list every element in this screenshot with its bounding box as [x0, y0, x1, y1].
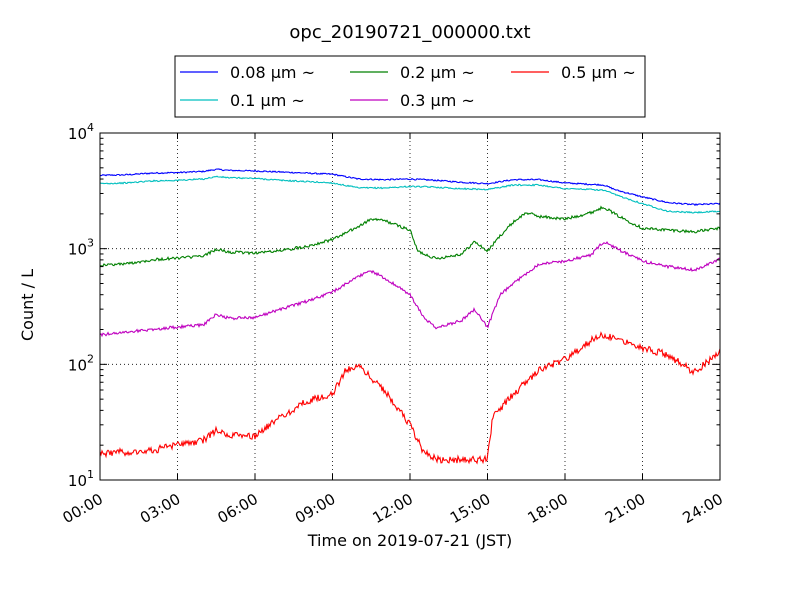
y-tick-label: 104	[68, 121, 94, 143]
y-tick-exponent: 3	[87, 237, 94, 250]
legend-label: 0.1 μm ~	[230, 91, 305, 110]
series-line-1	[99, 175, 721, 214]
legend-box	[174, 55, 646, 118]
x-tick-label: 12:00	[370, 490, 416, 527]
series-lines	[99, 168, 721, 465]
y-tick-base: 10	[68, 125, 87, 143]
x-tick-label: 18:00	[525, 490, 571, 527]
y-axis-label: Count / L	[18, 269, 37, 341]
x-tick-label: 24:00	[680, 490, 726, 527]
y-tick-exponent: 2	[87, 352, 94, 365]
y-tick-label: 102	[68, 352, 94, 374]
legend-label: 0.08 μm ~	[230, 63, 315, 82]
y-tick-exponent: 1	[87, 468, 94, 481]
series-line-2	[99, 205, 721, 267]
x-tick-label: 21:00	[602, 490, 648, 527]
legend-label: 0.3 μm ~	[400, 91, 475, 110]
legend-entries: 0.08 μm ~ 0.1 μm ~ 0.2 μm ~ 0.3 μm ~ 0.5 μm …	[180, 63, 636, 110]
series-line-4	[99, 331, 721, 465]
series-line-0	[99, 168, 721, 207]
x-tick-label: 09:00	[292, 490, 338, 527]
y-tick-base: 10	[68, 356, 87, 374]
y-tick-label: 101	[68, 468, 94, 490]
x-tick-label: 00:00	[60, 490, 106, 527]
x-tick-label: 15:00	[447, 490, 493, 527]
legend-label: 0.2 μm ~	[400, 63, 475, 82]
y-tick-base: 10	[68, 472, 87, 490]
ticks	[99, 132, 721, 481]
x-tick-labels: 00:00 03:00 06:00 09:00 12:00 15:00 18:00 21:00…	[60, 490, 726, 527]
y-tick-exponent: 4	[87, 121, 94, 134]
x-tick-label: 03:00	[137, 490, 183, 527]
x-tick-label: 06:00	[215, 490, 261, 527]
legend: 0.08 μm ~ 0.1 μm ~ 0.2 μm ~ 0.3 μm ~ 0.5 μm …	[174, 55, 646, 118]
chart-title: opc_20190721_000000.txt	[289, 22, 530, 43]
series-line-3	[99, 241, 721, 338]
y-tick-base: 10	[68, 241, 87, 259]
x-axis-label: Time on 2019-07-21 (JST)	[307, 531, 512, 550]
grid	[100, 133, 720, 480]
y-tick-label: 103	[68, 237, 94, 259]
legend-label: 0.5 μm ~	[561, 63, 636, 82]
